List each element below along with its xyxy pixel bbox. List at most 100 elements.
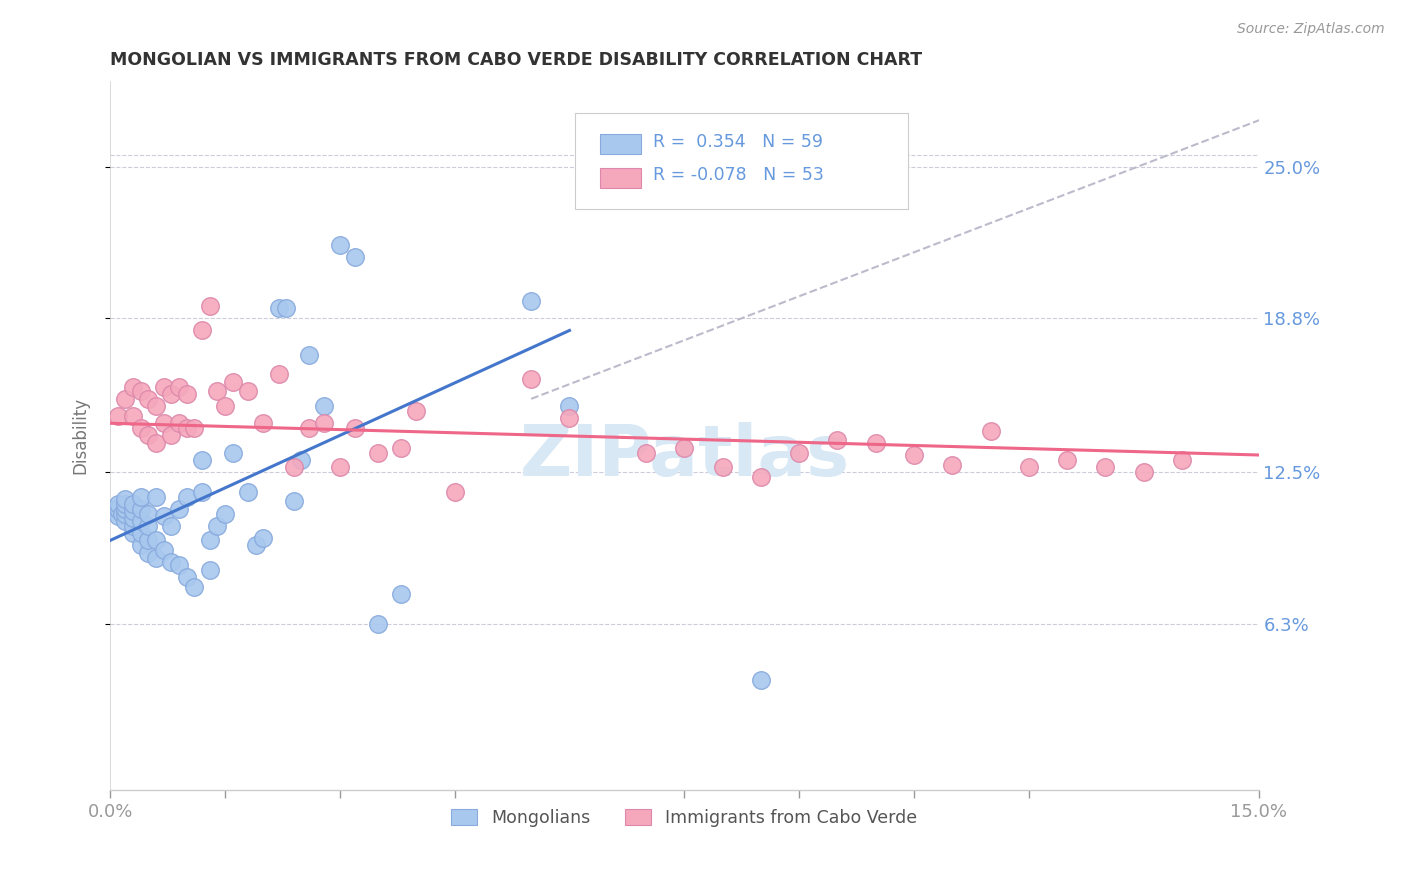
Point <box>558 399 581 413</box>
Point <box>138 533 160 548</box>
Point <box>520 294 543 309</box>
Point <box>298 348 321 362</box>
Point <box>191 484 214 499</box>
Point <box>103 501 125 516</box>
Point <box>152 416 174 430</box>
Point <box>129 384 152 399</box>
Point <box>787 445 810 459</box>
Point <box>207 518 229 533</box>
Point <box>191 323 214 337</box>
Point <box>129 421 152 435</box>
Point <box>160 556 183 570</box>
Point <box>283 460 305 475</box>
Point <box>145 435 167 450</box>
Point <box>107 497 129 511</box>
Point <box>207 384 229 399</box>
Point <box>558 411 581 425</box>
Point <box>176 570 198 584</box>
Point <box>138 546 160 560</box>
Point <box>152 379 174 393</box>
Point <box>129 501 152 516</box>
Point <box>122 409 145 423</box>
Point <box>183 580 205 594</box>
Point <box>160 387 183 401</box>
Point <box>236 484 259 499</box>
Point <box>634 445 657 459</box>
Point <box>176 490 198 504</box>
Point <box>122 526 145 541</box>
Point <box>367 616 389 631</box>
Point <box>167 379 190 393</box>
Point <box>221 445 243 459</box>
Y-axis label: Disability: Disability <box>72 397 89 474</box>
Point <box>214 507 236 521</box>
Bar <box>600 135 641 154</box>
Point <box>198 299 221 313</box>
Point <box>198 533 221 548</box>
Point <box>138 518 160 533</box>
FancyBboxPatch shape <box>575 113 908 209</box>
Point <box>344 250 367 264</box>
Point <box>167 558 190 572</box>
Point <box>160 518 183 533</box>
Point <box>114 501 136 516</box>
Point <box>167 416 190 430</box>
Point <box>236 384 259 399</box>
Point <box>1132 465 1154 479</box>
Text: ZIPatlas: ZIPatlas <box>519 422 849 491</box>
Point <box>1018 460 1040 475</box>
Point <box>176 387 198 401</box>
Point <box>267 368 290 382</box>
Point <box>314 416 336 430</box>
Point <box>122 379 145 393</box>
Point <box>367 445 389 459</box>
Point <box>389 587 412 601</box>
Point <box>114 392 136 406</box>
Point <box>145 533 167 548</box>
Point <box>267 301 290 316</box>
Point <box>152 509 174 524</box>
Point <box>145 550 167 565</box>
Point <box>122 511 145 525</box>
Point <box>122 504 145 518</box>
Point <box>749 673 772 687</box>
Point <box>980 424 1002 438</box>
Point <box>107 501 129 516</box>
Point <box>865 435 887 450</box>
Point <box>138 428 160 442</box>
Text: R =  0.354   N = 59: R = 0.354 N = 59 <box>654 133 824 151</box>
Point <box>129 490 152 504</box>
Point <box>138 392 160 406</box>
Point <box>245 538 267 552</box>
Text: R = -0.078   N = 53: R = -0.078 N = 53 <box>654 166 824 184</box>
Point <box>283 494 305 508</box>
Point <box>183 421 205 435</box>
Point <box>443 484 465 499</box>
Point <box>114 514 136 528</box>
Point <box>145 490 167 504</box>
Point <box>129 514 152 528</box>
Point <box>290 453 312 467</box>
Point <box>389 441 412 455</box>
Point <box>214 399 236 413</box>
Point <box>122 497 145 511</box>
Point <box>329 238 352 252</box>
Text: MONGOLIAN VS IMMIGRANTS FROM CABO VERDE DISABILITY CORRELATION CHART: MONGOLIAN VS IMMIGRANTS FROM CABO VERDE … <box>110 51 922 69</box>
Point <box>673 441 696 455</box>
Point <box>1171 453 1194 467</box>
Point <box>276 301 298 316</box>
Point <box>110 507 132 521</box>
Point <box>114 507 136 521</box>
Point <box>405 404 427 418</box>
Bar <box>600 168 641 187</box>
Point <box>749 470 772 484</box>
Point <box>221 375 243 389</box>
Point <box>1056 453 1078 467</box>
Legend: Mongolians, Immigrants from Cabo Verde: Mongolians, Immigrants from Cabo Verde <box>444 802 924 834</box>
Text: Source: ZipAtlas.com: Source: ZipAtlas.com <box>1237 22 1385 37</box>
Point <box>114 497 136 511</box>
Point <box>107 409 129 423</box>
Point <box>1094 460 1116 475</box>
Point <box>145 399 167 413</box>
Point <box>520 372 543 386</box>
